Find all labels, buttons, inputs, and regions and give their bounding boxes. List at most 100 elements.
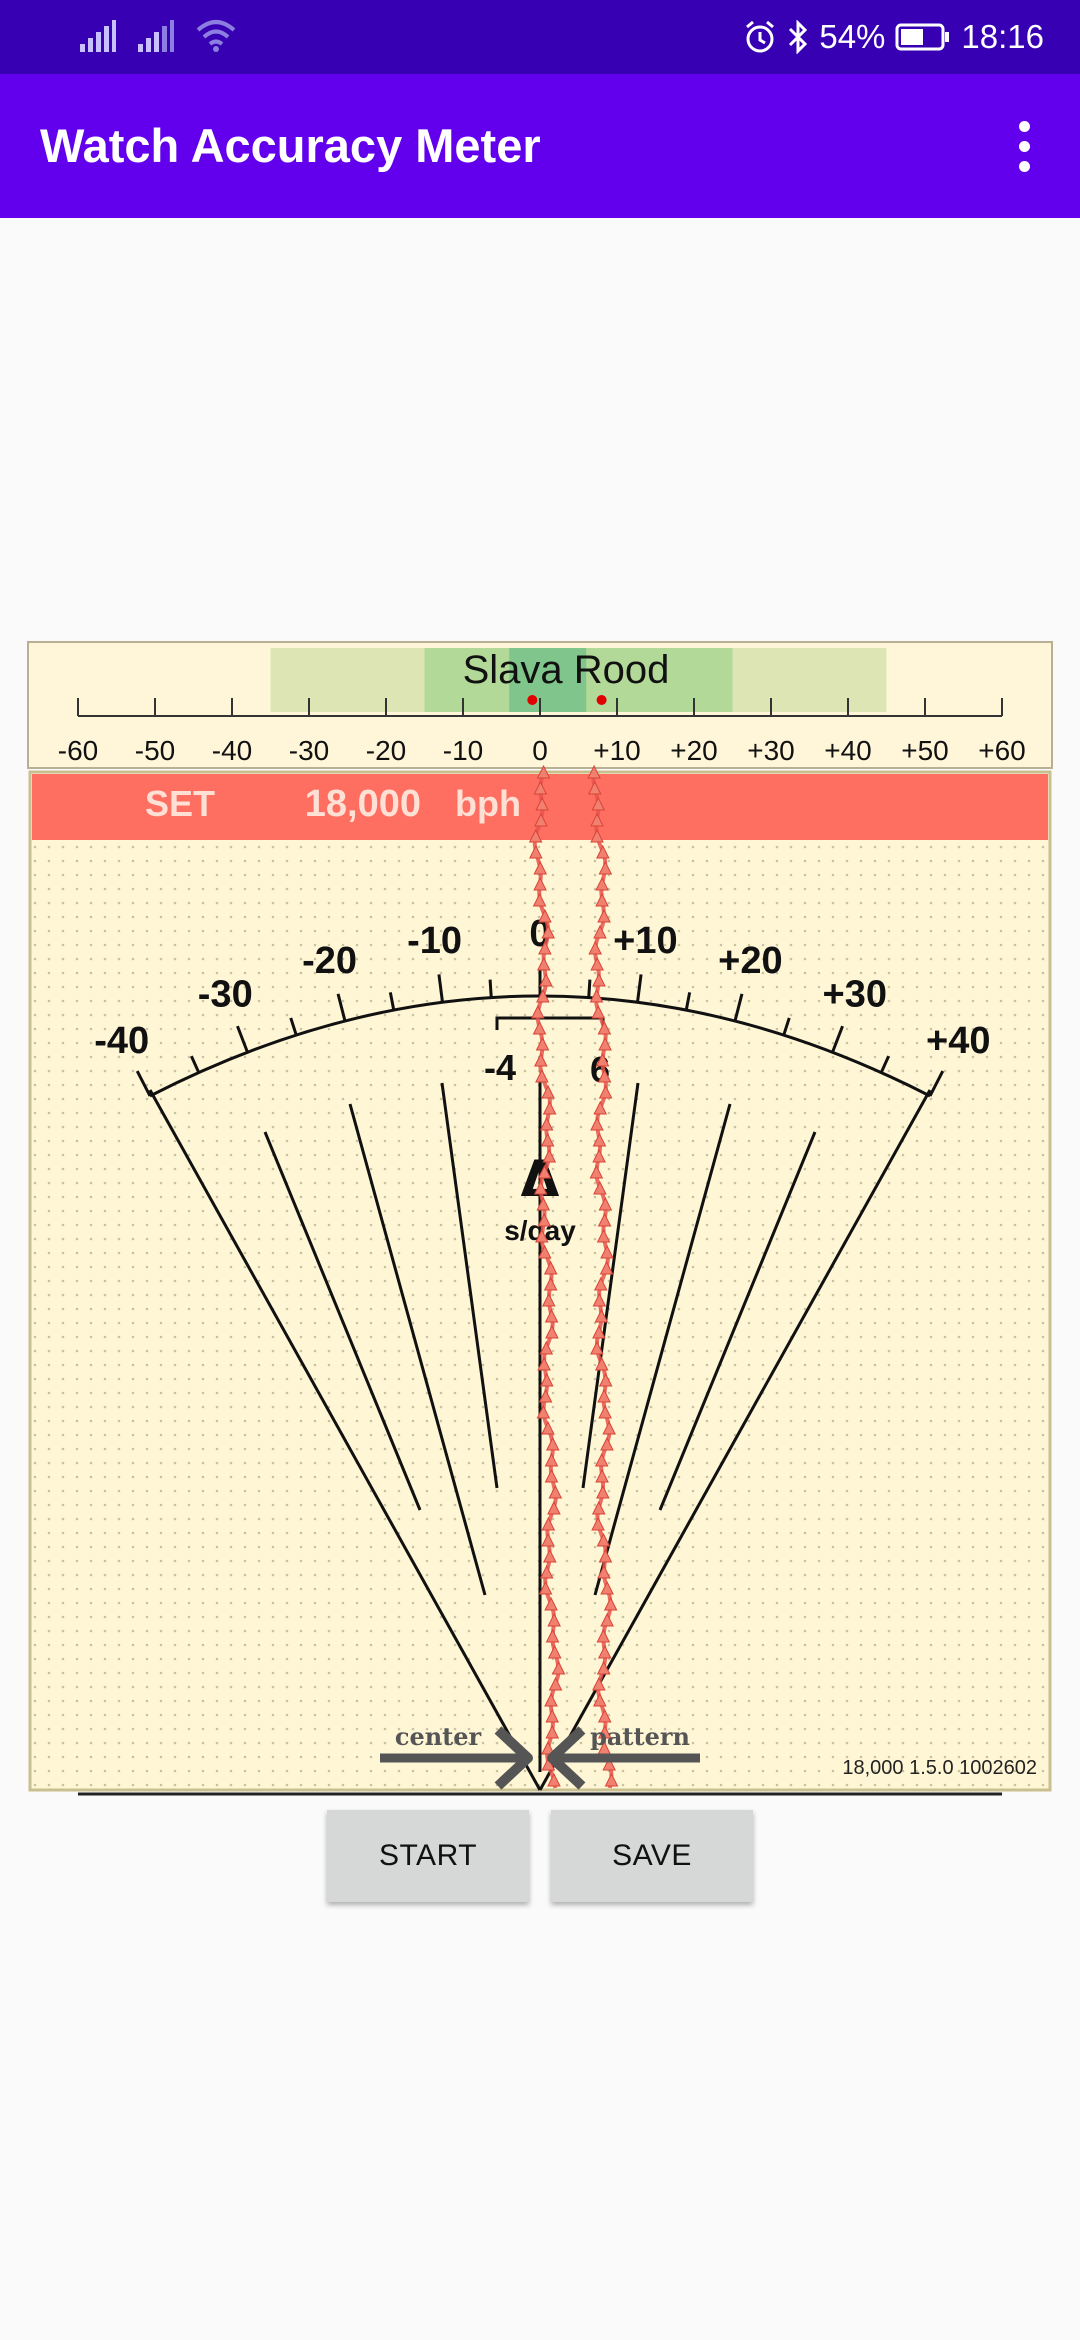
beat-marker	[600, 1244, 614, 1259]
beat-marker	[544, 1308, 559, 1323]
beat-marker	[598, 1036, 612, 1051]
dial-tick	[684, 992, 692, 1011]
top-scale-label: -60	[58, 735, 98, 766]
beat-marker	[591, 1004, 606, 1019]
bluetooth-icon	[789, 20, 808, 54]
beat-marker	[544, 1692, 558, 1707]
beat-marker	[541, 1084, 555, 1099]
beat-marker	[540, 1132, 555, 1147]
beat-marker	[592, 1324, 606, 1339]
beat-marker	[593, 1276, 608, 1291]
beat-marker	[594, 1356, 609, 1371]
top-scale-label: +20	[670, 735, 718, 766]
pattern-arrow-icon	[547, 1726, 700, 1790]
beat-marker	[590, 828, 604, 843]
beat-marker	[533, 780, 548, 795]
beat-marker	[592, 972, 606, 987]
beat-marker	[543, 1260, 558, 1275]
rate-value: 18,000	[305, 783, 421, 825]
beat-marker	[532, 892, 547, 907]
beat-marker	[541, 1420, 555, 1435]
beat-marker	[591, 1500, 606, 1515]
beat-marker	[539, 972, 553, 987]
beat-marker	[597, 1708, 612, 1723]
dial-tick	[336, 993, 347, 1022]
beat-marker	[596, 1484, 610, 1499]
top-scale-label: -20	[366, 735, 406, 766]
top-scale-label: -10	[443, 735, 483, 766]
beat-marker	[597, 1212, 612, 1227]
battery-percent: 54%	[819, 18, 886, 55]
beat-marker	[593, 1100, 608, 1115]
beat-marker	[544, 1452, 559, 1467]
beat-marker	[597, 908, 611, 923]
beat-marker	[587, 780, 602, 795]
beat-marker	[547, 1644, 562, 1659]
status-time: 18:16	[961, 18, 1044, 55]
beat-marker	[541, 1292, 556, 1307]
dial-tick	[236, 1025, 249, 1053]
beat-marker	[598, 1372, 613, 1387]
beat-marker	[545, 1724, 560, 1739]
beat-marker	[598, 1404, 612, 1419]
dial-tick	[587, 979, 592, 998]
beat-marker	[597, 1564, 611, 1579]
signal-icon	[138, 20, 174, 52]
dial-label: -10	[407, 920, 462, 962]
beat-marker	[590, 1116, 604, 1131]
trace-group	[528, 764, 619, 1789]
beat-marker	[593, 1180, 607, 1195]
beat-marker	[596, 1660, 611, 1675]
beat-marker	[596, 1228, 611, 1243]
beat-marker	[532, 1020, 547, 1035]
app-bar: Watch Accuracy Meter	[0, 74, 1080, 218]
beat-marker	[539, 1340, 554, 1355]
beat-marker	[589, 988, 604, 1003]
beat-marker	[598, 1548, 613, 1563]
status-icons-right: 54% 18:16	[743, 14, 1044, 60]
more-vert-icon[interactable]	[984, 106, 1064, 186]
dial-tick	[636, 974, 643, 1003]
beat-marker	[542, 1148, 557, 1163]
top-scale-label: -40	[212, 735, 252, 766]
dial-tick	[831, 1025, 844, 1053]
beat-marker	[533, 860, 548, 875]
dial-label: -30	[198, 973, 253, 1015]
beat-marker	[535, 796, 549, 811]
beat-marker	[590, 1340, 604, 1355]
beat-marker	[533, 876, 547, 891]
save-button[interactable]: SAVE	[551, 1810, 753, 1902]
beat-marker	[534, 812, 548, 827]
beat-marker	[547, 1500, 561, 1515]
beat-marker	[542, 1548, 557, 1563]
beat-marker	[541, 1516, 556, 1531]
dial-label: +40	[926, 1020, 990, 1062]
rate-unit: bph	[455, 783, 521, 824]
beat-marker	[536, 1404, 551, 1419]
beat-marker	[535, 1068, 549, 1083]
dial-label: +20	[718, 940, 782, 982]
beat-marker	[541, 924, 556, 939]
beat-marker	[544, 1468, 559, 1483]
beat-marker	[531, 1004, 545, 1019]
beat-marker	[539, 1116, 554, 1131]
beat-marker	[541, 1740, 555, 1755]
dial-tick	[733, 993, 744, 1022]
dial-tick	[135, 1070, 152, 1097]
pattern-label: pattern	[590, 1722, 690, 1751]
alarm-icon	[746, 20, 775, 53]
reading-marker	[596, 695, 607, 705]
beat-marker	[589, 1164, 604, 1179]
beat-marker	[545, 1324, 559, 1339]
start-button[interactable]: START	[327, 1810, 529, 1902]
beat-marker	[545, 1436, 560, 1451]
beat-marker	[600, 1436, 614, 1451]
dial-tick	[289, 1017, 298, 1036]
beat-marker	[590, 812, 604, 827]
dial-tick	[928, 1070, 945, 1097]
set-label: SET	[145, 783, 215, 824]
beat-marker	[591, 1516, 605, 1531]
beat-marker	[544, 1596, 558, 1611]
beat-marker	[595, 892, 609, 907]
